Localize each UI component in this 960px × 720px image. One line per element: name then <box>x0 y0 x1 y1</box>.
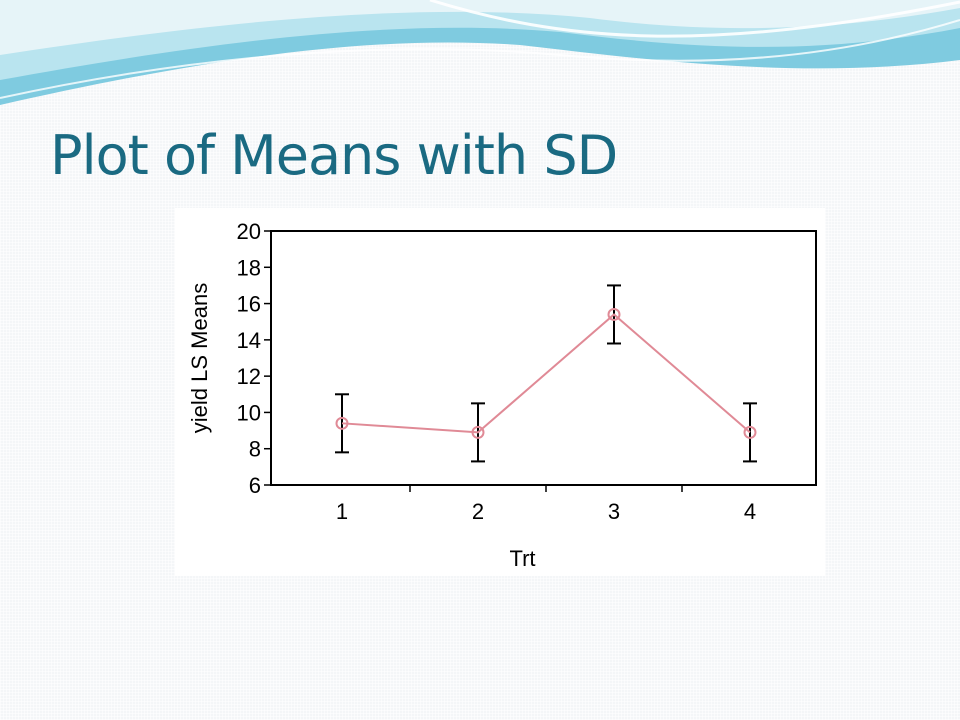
y-tick-label: 16 <box>237 292 261 317</box>
x-tick-label: 2 <box>472 499 484 524</box>
chart-panel: 6 8 10 12 14 16 18 20 1 2 3 4 Trt yield LS Means <box>175 208 825 576</box>
data-point <box>607 307 621 321</box>
y-tick-label: 20 <box>237 219 261 244</box>
x-tick-label: 1 <box>336 499 348 524</box>
y-tick-label: 6 <box>249 473 261 498</box>
header-swoosh-decoration <box>0 0 960 105</box>
swoosh-highlight-line-2 <box>429 0 960 38</box>
x-tick-label: 4 <box>744 499 756 524</box>
swoosh-band-front <box>0 0 960 55</box>
y-tick-label: 14 <box>237 328 261 353</box>
y-tick-label: 8 <box>249 437 261 462</box>
series-line <box>341 313 751 434</box>
data-point <box>335 416 349 430</box>
swoosh-highlight-line <box>0 19 960 99</box>
y-tick-label: 10 <box>237 400 261 425</box>
data-point <box>743 425 757 439</box>
x-axis-label: Trt <box>509 546 535 571</box>
x-tick-label: 3 <box>608 499 620 524</box>
plot-frame <box>270 230 817 486</box>
y-axis-label: yield LS Means <box>187 283 212 433</box>
slide-title: Plot of Means with SD <box>50 124 618 187</box>
data-point <box>471 425 485 439</box>
y-tick-label: 12 <box>237 364 261 389</box>
y-tick-label: 18 <box>237 255 261 280</box>
